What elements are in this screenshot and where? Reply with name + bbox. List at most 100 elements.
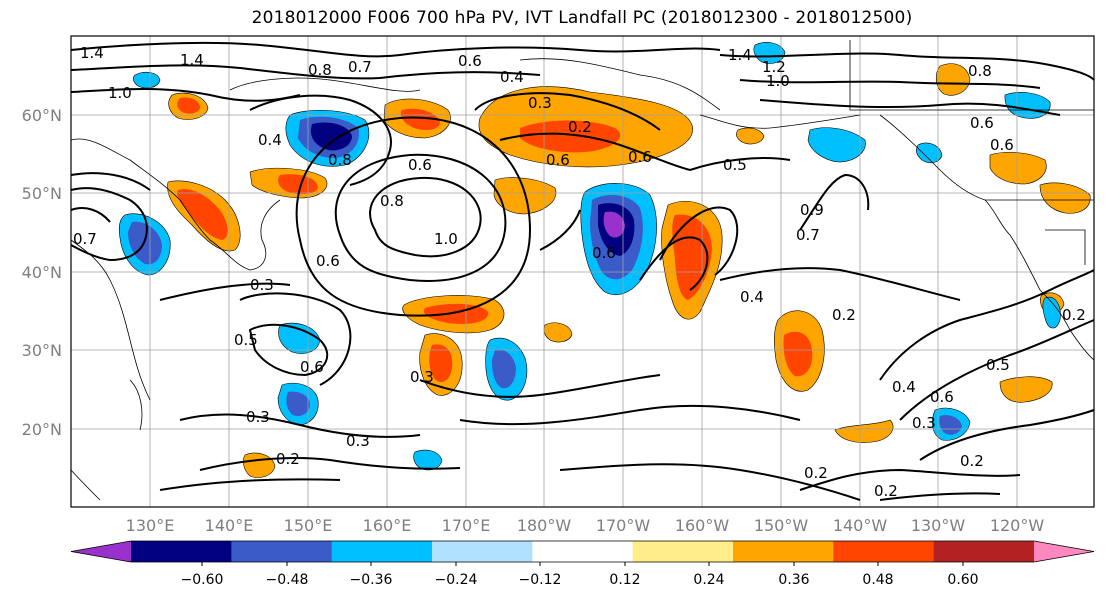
- contour-label: 0.7: [348, 58, 372, 76]
- contour-label: 0.2: [276, 450, 300, 468]
- contour-label: 0.5: [723, 156, 747, 174]
- positive-core: [429, 344, 453, 383]
- positive-anomaly: [989, 151, 1047, 185]
- gridlines: [71, 36, 1094, 507]
- contour-label: 0.3: [250, 276, 274, 294]
- positive-anomaly: [543, 322, 573, 343]
- contour-label: 0.3: [246, 408, 270, 426]
- lon-label: 170°E: [442, 516, 491, 535]
- negative-anomaly: [753, 42, 786, 64]
- colorbar-segment: [933, 541, 1035, 562]
- colorbar-tick-label: 0.12: [609, 572, 640, 588]
- colorbar-segment: [733, 541, 834, 562]
- contour-label: 1.0: [766, 72, 790, 90]
- contour-label: 0.7: [796, 226, 820, 244]
- lat-label: 50°N: [22, 184, 62, 203]
- chart-title: 2018012000 F006 700 hPa PV, IVT Landfall…: [251, 8, 913, 28]
- colorbar-segments: [70, 540, 1095, 563]
- colorbar-ticks: [201, 562, 964, 566]
- contour-label: 0.8: [968, 62, 992, 80]
- colorbar-segment: [532, 541, 634, 562]
- contour-label: 0.5: [986, 356, 1010, 374]
- contour-label: 0.2: [960, 452, 984, 470]
- negative-mid: [492, 349, 516, 389]
- contour-label: 1.0: [434, 230, 458, 248]
- colorbar-segment: [131, 541, 232, 562]
- positive-core: [783, 331, 813, 377]
- contour-label: 0.3: [912, 414, 936, 432]
- longitude-axis: 130°E 140°E 150°E 160°E 170°E 180°W 170°…: [126, 516, 1045, 535]
- colorbar-tick-label: 0.24: [693, 572, 724, 588]
- colorbar-tick-label: −0.48: [266, 572, 309, 588]
- negative-core: [310, 122, 352, 151]
- negative-mid: [286, 391, 310, 416]
- positive-anomaly: [999, 376, 1053, 403]
- contour-label: 0.6: [592, 244, 616, 262]
- colorbar-tick-label: −0.12: [519, 572, 562, 588]
- lon-label: 140°E: [205, 516, 254, 535]
- colorbar-segment: [432, 541, 533, 562]
- contour-label: 0.2: [1062, 306, 1086, 324]
- lon-label: 120°W: [990, 516, 1045, 535]
- contour-label: 0.2: [568, 118, 592, 136]
- colorbar-tick-label: −0.60: [181, 572, 224, 588]
- map-area: 1.4 1.4 1.0 0.8 0.7 0.6 0.4 0.3 0.2 0.6 …: [70, 35, 1095, 508]
- lon-label: 150°W: [754, 516, 809, 535]
- lon-label: 150°E: [284, 516, 333, 535]
- positive-core: [177, 97, 200, 114]
- positive-anomaly: [736, 127, 765, 145]
- lat-label: 40°N: [22, 263, 62, 282]
- contour-label: 0.3: [528, 94, 552, 112]
- positive-core: [400, 108, 440, 130]
- contour-label: 1.4: [728, 46, 752, 64]
- colorbar-segment: [1034, 541, 1094, 562]
- lon-label: 130°E: [126, 516, 175, 535]
- contour-label: 0.6: [458, 52, 482, 70]
- contour-label: 0.2: [804, 464, 828, 482]
- lon-label: 160°E: [363, 516, 412, 535]
- negative-anomaly: [133, 71, 161, 89]
- colorbar-segment: [231, 541, 333, 562]
- colorbar-tick-label: −0.36: [350, 572, 393, 588]
- negative-mid: [128, 221, 162, 265]
- colorbar-tick-label: 0.60: [947, 572, 978, 588]
- negative-anomaly: [916, 142, 943, 164]
- contour-label: 0.6: [930, 388, 954, 406]
- contour-label: 0.7: [73, 230, 97, 248]
- positive-anomaly: [834, 419, 894, 443]
- lon-label: 160°W: [675, 516, 730, 535]
- negative-mid: [939, 415, 962, 435]
- contour-label: 1.4: [80, 44, 104, 62]
- contours: [70, 41, 1095, 501]
- lon-label: 180°W: [517, 516, 572, 535]
- positive-anomaly: [935, 63, 971, 96]
- contour-label: 1.0: [108, 84, 132, 102]
- contour-label: 0.8: [328, 151, 352, 169]
- contour-label: 0.3: [410, 368, 434, 386]
- lon-label: 130°W: [911, 516, 966, 535]
- colorbar-outline: [70, 540, 1095, 563]
- contour-label: 0.6: [628, 148, 652, 166]
- negative-anomaly: [807, 127, 866, 163]
- contour-label: 0.6: [546, 151, 570, 169]
- colorbar-tick-label: 0.48: [862, 572, 893, 588]
- positive-anomaly: [1039, 182, 1091, 214]
- contour-label: 0.6: [408, 156, 432, 174]
- contour-label: 0.6: [300, 358, 324, 376]
- negative-core: [603, 211, 625, 238]
- contour-label: 0.4: [500, 68, 524, 86]
- contour-label: 0.5: [234, 331, 258, 349]
- contour-label: 0.4: [258, 131, 282, 149]
- contour-label: 0.9: [800, 201, 824, 219]
- contour-label: 0.6: [970, 114, 994, 132]
- negative-anomaly: [1042, 296, 1061, 329]
- colorbar-segment: [632, 541, 734, 562]
- lat-label: 60°N: [22, 106, 62, 125]
- contour-label: 0.2: [874, 482, 898, 500]
- contour-label: 0.6: [316, 252, 340, 270]
- lat-label: 30°N: [22, 341, 62, 360]
- colorbar-segment: [71, 541, 131, 562]
- latitude-axis: 60°N 50°N 40°N 30°N 20°N: [22, 106, 62, 439]
- positive-core: [177, 189, 228, 240]
